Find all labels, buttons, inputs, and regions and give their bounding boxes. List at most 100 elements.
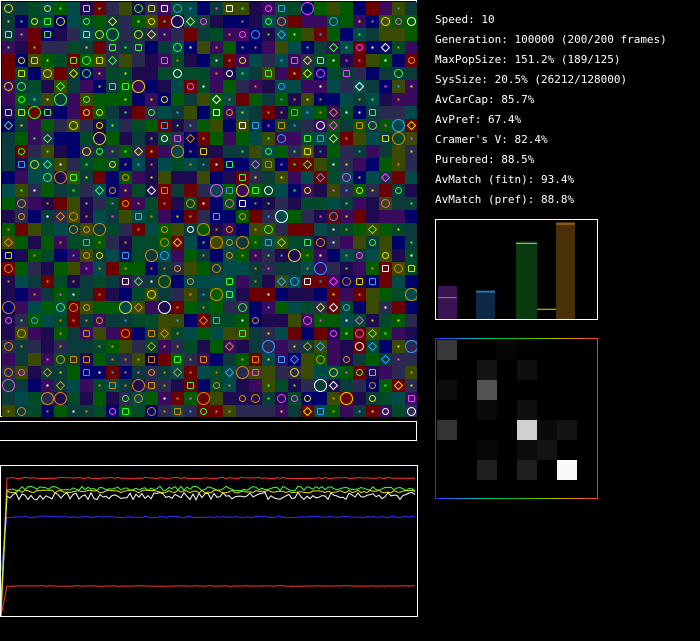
grid-cell[interactable] — [275, 379, 288, 392]
grid-cell[interactable] — [158, 210, 171, 223]
grid-cell[interactable] — [158, 119, 171, 132]
grid-cell[interactable] — [301, 184, 314, 197]
grid-cell[interactable] — [145, 236, 158, 249]
grid-cell[interactable] — [405, 119, 417, 132]
grid-cell[interactable] — [379, 28, 392, 41]
grid-cell[interactable] — [67, 132, 80, 145]
grid-cell[interactable] — [210, 184, 223, 197]
grid-cell[interactable] — [132, 236, 145, 249]
grid-cell[interactable] — [15, 288, 28, 301]
grid-cell[interactable] — [80, 67, 93, 80]
grid-cell[interactable] — [171, 2, 184, 15]
grid-cell[interactable] — [197, 145, 210, 158]
grid-cell[interactable] — [288, 41, 301, 54]
grid-cell[interactable] — [392, 249, 405, 262]
grid-cell[interactable] — [236, 275, 249, 288]
grid-cell[interactable] — [379, 184, 392, 197]
grid-cell[interactable] — [223, 353, 236, 366]
grid-cell[interactable] — [145, 392, 158, 405]
grid-cell[interactable] — [158, 223, 171, 236]
grid-cell[interactable] — [158, 41, 171, 54]
grid-cell[interactable] — [119, 132, 132, 145]
grid-cell[interactable] — [379, 2, 392, 15]
grid-cell[interactable] — [366, 288, 379, 301]
grid-cell[interactable] — [223, 392, 236, 405]
grid-cell[interactable] — [405, 41, 417, 54]
grid-cell[interactable] — [379, 275, 392, 288]
grid-cell[interactable] — [405, 314, 417, 327]
grid-cell[interactable] — [145, 314, 158, 327]
grid-cell[interactable] — [262, 171, 275, 184]
grid-cell[interactable] — [249, 145, 262, 158]
grid-cell[interactable] — [67, 353, 80, 366]
grid-cell[interactable] — [197, 314, 210, 327]
grid-cell[interactable] — [80, 54, 93, 67]
grid-cell[interactable] — [314, 15, 327, 28]
grid-cell[interactable] — [379, 15, 392, 28]
grid-cell[interactable] — [67, 93, 80, 106]
grid-cell[interactable] — [249, 379, 262, 392]
grid-cell[interactable] — [405, 327, 417, 340]
grid-cell[interactable] — [223, 132, 236, 145]
grid-cell[interactable] — [353, 314, 366, 327]
grid-cell[interactable] — [236, 366, 249, 379]
grid-cell[interactable] — [145, 15, 158, 28]
grid-cell[interactable] — [379, 405, 392, 417]
grid-cell[interactable] — [353, 262, 366, 275]
grid-cell[interactable] — [223, 15, 236, 28]
grid-cell[interactable] — [236, 340, 249, 353]
grid-cell[interactable] — [314, 197, 327, 210]
grid-cell[interactable] — [353, 210, 366, 223]
grid-cell[interactable] — [54, 41, 67, 54]
grid-cell[interactable] — [15, 197, 28, 210]
grid-cell[interactable] — [67, 392, 80, 405]
grid-cell[interactable] — [314, 171, 327, 184]
grid-cell[interactable] — [405, 54, 417, 67]
grid-cell[interactable] — [236, 197, 249, 210]
grid-cell[interactable] — [340, 2, 353, 15]
grid-cell[interactable] — [171, 145, 184, 158]
grid-cell[interactable] — [184, 223, 197, 236]
grid-cell[interactable] — [67, 28, 80, 41]
grid-cell[interactable] — [15, 67, 28, 80]
grid-cell[interactable] — [366, 67, 379, 80]
grid-cell[interactable] — [340, 353, 353, 366]
grid-cell[interactable] — [54, 301, 67, 314]
grid-cell[interactable] — [366, 80, 379, 93]
grid-cell[interactable] — [340, 119, 353, 132]
grid-cell[interactable] — [171, 379, 184, 392]
grid-cell[interactable] — [314, 2, 327, 15]
grid-cell[interactable] — [327, 327, 340, 340]
grid-cell[interactable] — [405, 106, 417, 119]
grid-cell[interactable] — [249, 405, 262, 417]
grid-cell[interactable] — [366, 158, 379, 171]
grid-cell[interactable] — [314, 67, 327, 80]
grid-cell[interactable] — [80, 249, 93, 262]
grid-cell[interactable] — [67, 197, 80, 210]
grid-cell[interactable] — [93, 301, 106, 314]
grid-cell[interactable] — [249, 54, 262, 67]
grid-cell[interactable] — [249, 132, 262, 145]
grid-cell[interactable] — [41, 171, 54, 184]
grid-cell[interactable] — [132, 275, 145, 288]
grid-cell[interactable] — [392, 262, 405, 275]
grid-cell[interactable] — [93, 93, 106, 106]
grid-cell[interactable] — [288, 249, 301, 262]
grid-cell[interactable] — [288, 15, 301, 28]
grid-cell[interactable] — [106, 2, 119, 15]
grid-cell[interactable] — [249, 366, 262, 379]
grid-cell[interactable] — [106, 132, 119, 145]
grid-cell[interactable] — [288, 132, 301, 145]
grid-cell[interactable] — [28, 327, 41, 340]
grid-cell[interactable] — [236, 119, 249, 132]
grid-cell[interactable] — [379, 314, 392, 327]
grid-cell[interactable] — [15, 145, 28, 158]
grid-cell[interactable] — [236, 158, 249, 171]
grid-cell[interactable] — [379, 366, 392, 379]
grid-cell[interactable] — [184, 132, 197, 145]
grid-cell[interactable] — [67, 262, 80, 275]
grid-cell[interactable] — [262, 236, 275, 249]
grid-cell[interactable] — [93, 314, 106, 327]
grid-cell[interactable] — [106, 106, 119, 119]
grid-cell[interactable] — [275, 223, 288, 236]
